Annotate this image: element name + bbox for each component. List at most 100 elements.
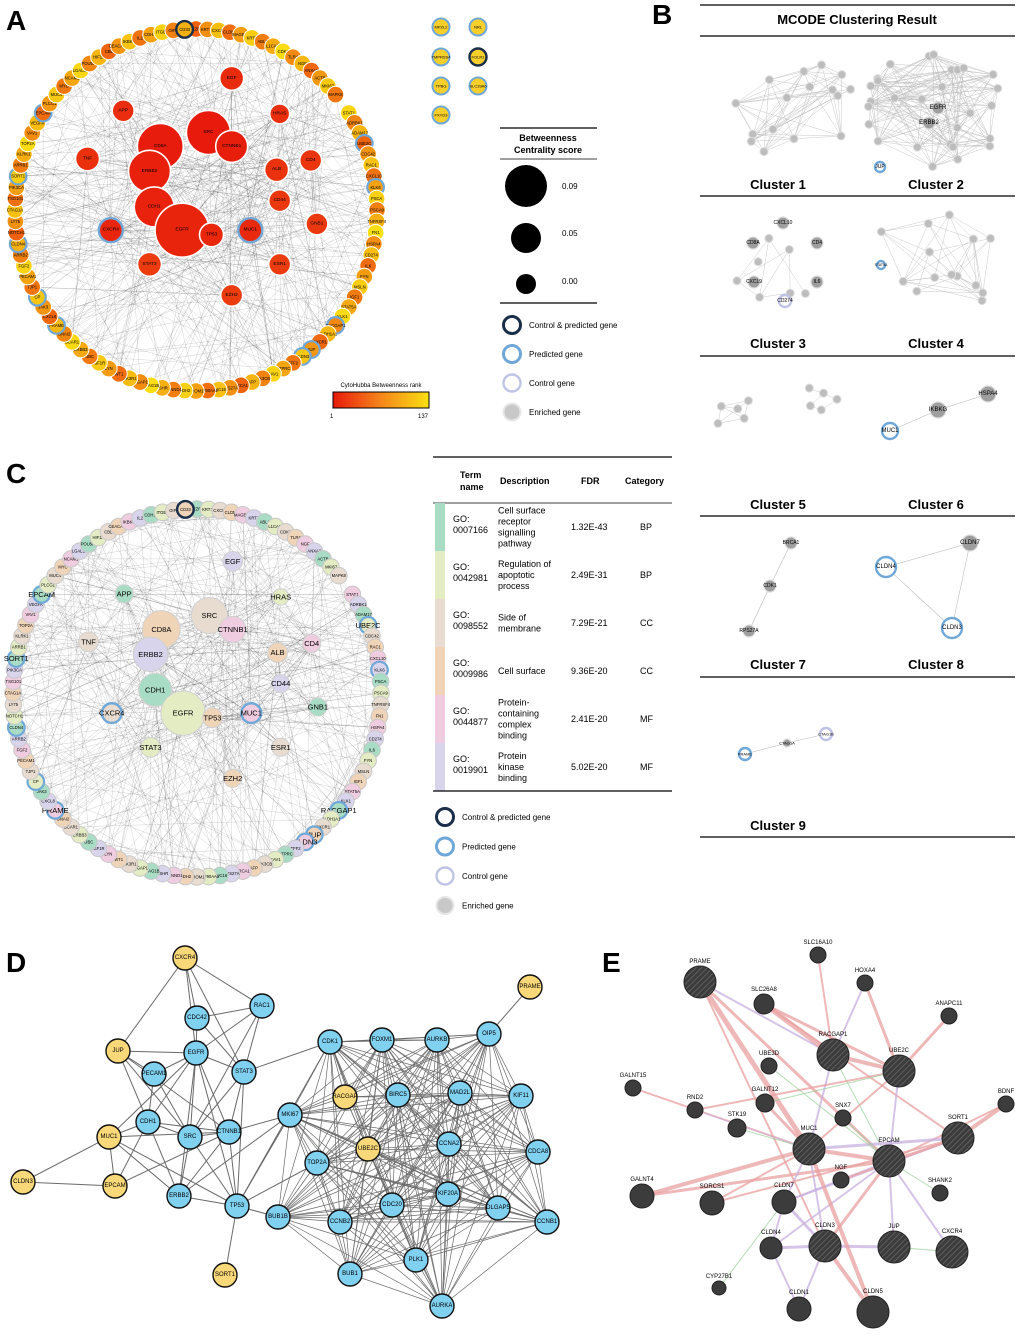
b-node-ctag1a (782, 738, 792, 748)
cluster-node (947, 270, 957, 280)
a-edge (272, 176, 374, 374)
betweenness-legend: Betweenness Centrality score 0.09 0.05 0… (500, 127, 618, 422)
c-edge (62, 704, 381, 820)
c-edge (150, 558, 324, 655)
c-edge (124, 593, 151, 748)
c-edge (35, 689, 156, 782)
cluster-edge (870, 85, 922, 100)
cluster-edge (881, 231, 935, 278)
c-edge (35, 652, 278, 782)
legend-symbol-1 (435, 836, 455, 857)
a-label-cd8a: CD8A (154, 143, 168, 149)
b-node-prame (737, 746, 753, 762)
a-edge (118, 46, 150, 265)
a-label-tnf: TNF (83, 155, 92, 161)
a-edge (262, 41, 329, 334)
cluster-edge (952, 67, 964, 147)
a-label-tp53: TP53 (206, 231, 218, 237)
d-edge (243, 1041, 331, 1073)
a-edge (98, 34, 152, 363)
cluster-node (864, 119, 874, 129)
a-edge (14, 46, 120, 211)
iso-label-nrl: NRL (474, 25, 483, 30)
legend-item-1: Predicted gene (462, 843, 516, 852)
c-edge (280, 596, 373, 751)
cluster-edge (932, 105, 992, 167)
c-edge (150, 747, 152, 872)
go-desc-4: containing (498, 709, 539, 719)
c-edge (14, 654, 151, 717)
b-node-cd4 (810, 236, 824, 250)
cluster-edge (877, 80, 943, 88)
d-label-foxm1: FOXM1 (372, 1037, 393, 1043)
go-row-color-1 (435, 551, 445, 599)
b-label-ctag1b: CTAG1B (818, 732, 834, 737)
a-edge (250, 86, 329, 231)
a-node-muc1 (237, 216, 264, 244)
cluster-node (716, 401, 726, 411)
cluster-node (759, 147, 769, 157)
c-edge (21, 635, 233, 779)
a-label-oip5: OIP5 (169, 28, 179, 33)
c-edge (311, 643, 381, 705)
a-edge (16, 37, 141, 233)
c-edge (182, 561, 233, 714)
e-node-galnt4 (629, 1183, 655, 1209)
c-edge (55, 615, 210, 811)
a-edge (20, 164, 232, 296)
cluster-edge (751, 74, 842, 142)
c-edge (55, 712, 184, 811)
b-label-cxcl9: CXCL9 (746, 279, 762, 285)
cluster-6-label: Cluster 6 (908, 497, 964, 512)
cluster-edge (870, 85, 958, 128)
cluster-node (923, 219, 933, 229)
c-edge (88, 641, 278, 653)
e-node-snx7 (834, 1109, 852, 1127)
d-edge (184, 957, 263, 1007)
a-label-tlr4: TLR4 (288, 55, 299, 60)
e-label-jup: JUP (888, 1224, 899, 1230)
a-label-il6: IL6 (365, 263, 371, 268)
cluster-node (817, 60, 826, 70)
a-node-ctnnb1 (214, 129, 249, 164)
a-edge (20, 254, 232, 296)
cluster-node (959, 63, 969, 73)
a-edge (118, 46, 372, 166)
a-label-mki67: MKI67 (322, 84, 335, 89)
c-edge (21, 531, 109, 750)
e-node-cldn4 (759, 1236, 783, 1260)
c-label-arrb2: ARRB2 (12, 736, 27, 741)
a-edge (272, 46, 318, 224)
a-edge (27, 276, 141, 383)
size-medium (511, 223, 541, 253)
a-label-pik3ca: PIK3CA (9, 185, 24, 190)
go-term-1: 0042981 (453, 573, 488, 583)
cluster-edge (793, 86, 810, 139)
c-label-egf: EGF (225, 557, 241, 566)
cluster-node (917, 94, 927, 104)
c-edge (16, 658, 380, 671)
cluster-edge (982, 238, 991, 293)
cluster-node (804, 383, 814, 393)
a-label-egfr: EGFR (175, 227, 189, 233)
cluster-edge (870, 85, 879, 142)
panel-b-label: B (652, 0, 672, 30)
c-edge (232, 537, 296, 630)
a-label-wt1: WT1 (115, 371, 125, 376)
c-edge (118, 526, 125, 594)
c-label-cdh1: CDH1 (145, 685, 165, 694)
e-label-shank2: SHANK2 (928, 1178, 953, 1184)
a-label-rps27a: RPS27A (222, 385, 238, 390)
c-edge (305, 643, 312, 842)
a-label-cd33: CD33 (179, 27, 190, 32)
b-label-cldn7: CLDN7 (960, 540, 980, 546)
a-edge (279, 113, 365, 144)
a-edge (89, 223, 318, 357)
c-edge (185, 596, 281, 877)
c-edge (162, 713, 184, 874)
legend-symbol-0 (502, 315, 522, 335)
a-edge (16, 175, 374, 188)
cluster-edge (735, 74, 842, 104)
c-label-ezh2: EZH2 (223, 774, 242, 783)
cluster-edge (932, 74, 994, 167)
